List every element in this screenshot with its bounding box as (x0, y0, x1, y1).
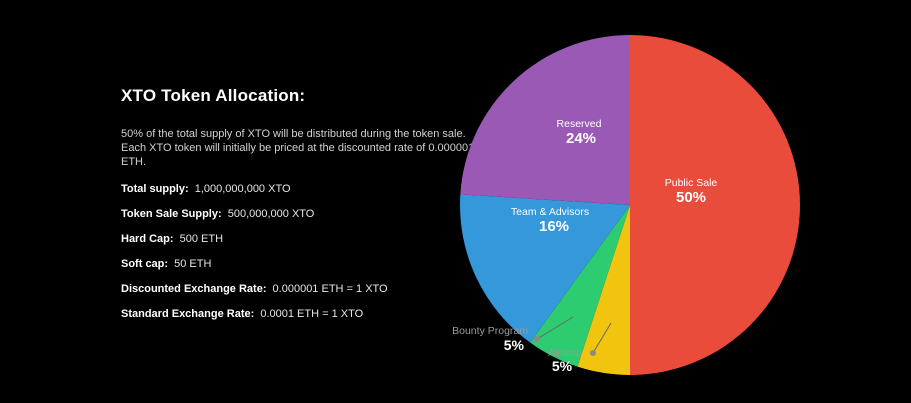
pie-slice-reserved (460, 35, 630, 205)
slice-label-percent-team-advisors: 16% (539, 218, 569, 235)
leader-dot-airdrop (590, 350, 596, 356)
stat-row: Total supply: 1,000,000,000 XTO (121, 184, 477, 195)
slice-label-name-reserved: Reserved (557, 118, 602, 130)
slice-label-percent-airdrop: 5% (552, 358, 573, 374)
leader-line-airdrop (592, 322, 612, 354)
stat-value: 50 ETH (174, 258, 212, 270)
leader-dot-bounty-program (534, 336, 540, 342)
slice-label-percent-reserved: 24% (566, 130, 596, 147)
leader-line-bounty-program (536, 316, 574, 340)
stats-list: Total supply: 1,000,000,000 XTO Token Sal… (121, 184, 477, 320)
slice-label-name-airdrop: Airdrop (548, 347, 582, 359)
stat-label: Soft cap: (121, 258, 169, 270)
stat-value: 0.000001 ETH = 1 XTO (272, 283, 388, 295)
token-allocation-panel: XTO Token Allocation: 50% of the total s… (121, 86, 477, 334)
stat-row: Soft cap: 50 ETH (121, 259, 477, 270)
stat-row: Hard Cap: 500 ETH (121, 234, 477, 245)
pie-slice-bounty-program (530, 205, 630, 367)
stat-value: 0.0001 ETH = 1 XTO (260, 308, 364, 320)
stat-value: 500 ETH (179, 233, 224, 245)
slice-label-name-public-sale: Public Sale (665, 177, 718, 189)
stat-label: Token Sale Supply: (121, 208, 222, 220)
stat-label: Hard Cap: (121, 233, 174, 245)
slice-label-name-bounty-program: Bounty Program (452, 325, 528, 337)
allocation-description: 50% of the total supply of XTO will be d… (121, 128, 475, 168)
pie-slice-airdrop (577, 205, 630, 375)
stat-row: Discounted Exchange Rate: 0.000001 ETH =… (121, 284, 477, 295)
stat-label: Total supply: (121, 183, 189, 195)
pie-slice-public-sale (630, 35, 800, 375)
stat-label: Discounted Exchange Rate: (121, 283, 267, 295)
slice-label-percent-bounty-program: 5% (504, 337, 525, 353)
page-title: XTO Token Allocation: (121, 86, 306, 105)
pie-slice-team-advisors (460, 194, 630, 343)
stat-row: Token Sale Supply: 500,000,000 XTO (121, 209, 477, 220)
slice-label-percent-public-sale: 50% (676, 189, 706, 206)
stat-label: Standard Exchange Rate: (121, 308, 255, 320)
slice-label-name-team-advisors: Team & Advisors (511, 206, 589, 218)
stat-value: 500,000,000 XTO (227, 208, 315, 220)
stat-value: 1,000,000,000 XTO (194, 183, 291, 195)
stat-row: Standard Exchange Rate: 0.0001 ETH = 1 X… (121, 309, 477, 320)
